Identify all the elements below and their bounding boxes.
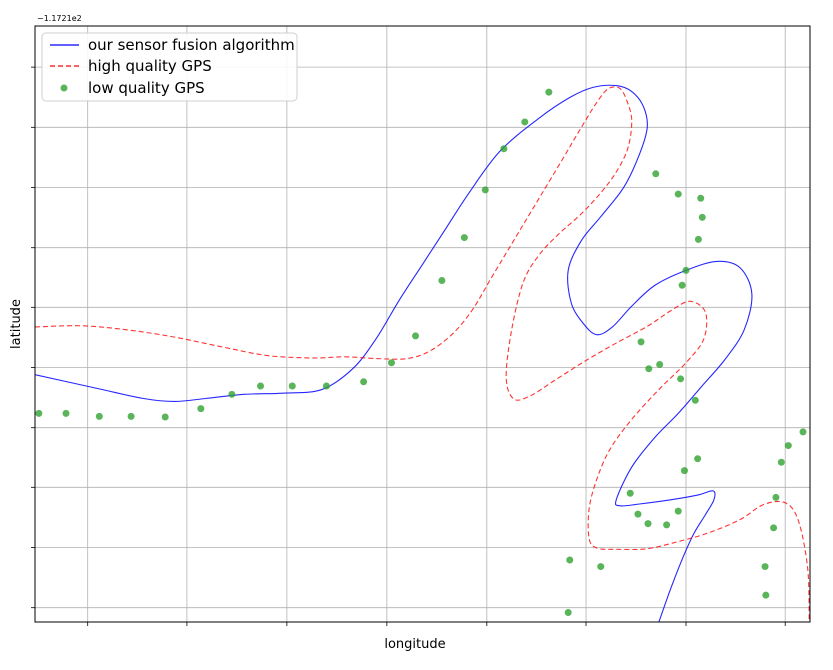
low-quality-gps-point-32 — [680, 467, 688, 475]
legend-frame — [41, 32, 298, 102]
low-quality-gps-point-17 — [521, 118, 529, 126]
low-quality-gps-point-45 — [777, 458, 785, 466]
low-quality-gps-point-35 — [682, 266, 690, 274]
low-quality-gps-point-15 — [481, 186, 489, 194]
low-quality-gps-point-41 — [762, 591, 770, 599]
low-quality-gps-point-14 — [460, 234, 468, 242]
legend: our sensor fusion algorithm high quality… — [41, 32, 298, 102]
low-quality-gps-point-43 — [770, 524, 778, 532]
low-quality-gps-point-8 — [288, 382, 296, 390]
low-quality-gps-point-27 — [626, 489, 634, 497]
low-quality-gps-point-20 — [597, 563, 605, 571]
high-quality-gps-line — [35, 86, 810, 622]
low-quality-gps-point-33 — [694, 455, 702, 463]
y-offset-label: −1.1721e2 — [37, 14, 82, 23]
low-quality-gps-point-5 — [197, 405, 205, 413]
low-quality-gps-point-19 — [566, 556, 574, 564]
plot-frame — [34, 25, 811, 623]
low-quality-gps-point-39 — [674, 190, 682, 198]
grid-layer — [35, 26, 810, 622]
low-quality-gps-point-40 — [652, 170, 660, 178]
low-quality-gps-point-34 — [678, 281, 686, 289]
low-quality-gps-point-16 — [500, 145, 508, 153]
low-quality-gps-point-42 — [761, 563, 769, 571]
low-quality-gps-point-3 — [127, 412, 135, 420]
y-axis-label: latitude — [9, 299, 24, 349]
low-quality-gps-point-28 — [634, 510, 642, 518]
low-quality-gps-point-9 — [322, 382, 330, 390]
low-quality-gps-point-10 — [360, 378, 368, 386]
low-quality-gps-point-4 — [161, 413, 169, 421]
low-quality-gps-point-30 — [663, 521, 671, 529]
low-quality-gps-point-6 — [228, 390, 236, 398]
low-quality-gps-point-46 — [784, 442, 792, 450]
low-quality-gps-point-22 — [637, 338, 645, 346]
low-quality-gps-point-13 — [438, 276, 446, 284]
legend-swatch-low-quality-gps — [60, 84, 68, 92]
low-quality-gps-point-26 — [691, 396, 699, 404]
low-quality-gps-point-38 — [697, 194, 705, 202]
low-quality-gps-point-21 — [564, 608, 572, 616]
sensor-fusion-line — [35, 84, 753, 622]
low-quality-gps-point-1 — [62, 409, 70, 417]
plot-area — [35, 26, 810, 622]
low-quality-gps-point-25 — [677, 375, 685, 383]
low-quality-gps-point-0 — [35, 409, 43, 417]
low-quality-gps-point-7 — [257, 382, 265, 390]
low-quality-gps-point-18 — [545, 88, 553, 96]
low-quality-gps-point-11 — [388, 359, 395, 367]
low-quality-gps-point-24 — [656, 361, 664, 369]
low-quality-gps-point-44 — [772, 493, 780, 501]
low-quality-gps-point-2 — [95, 412, 103, 420]
legend-label-sensor-fusion: our sensor fusion algorithm — [88, 36, 295, 54]
low-quality-gps-point-31 — [674, 507, 682, 515]
legend-label-low-quality-gps: low quality GPS — [88, 79, 205, 97]
low-quality-gps-point-12 — [412, 332, 420, 340]
series-layer — [35, 84, 810, 622]
tick-layer — [31, 66, 786, 626]
low-quality-gps-point-36 — [694, 235, 702, 243]
low-quality-gps-point-29 — [644, 520, 652, 528]
legend-label-high-quality-gps: high quality GPS — [88, 57, 212, 75]
low-quality-gps-point-37 — [698, 213, 706, 221]
low-quality-gps-point-47 — [799, 428, 807, 436]
low-quality-gps-point-23 — [645, 365, 653, 373]
x-axis-label: longitude — [384, 637, 445, 652]
